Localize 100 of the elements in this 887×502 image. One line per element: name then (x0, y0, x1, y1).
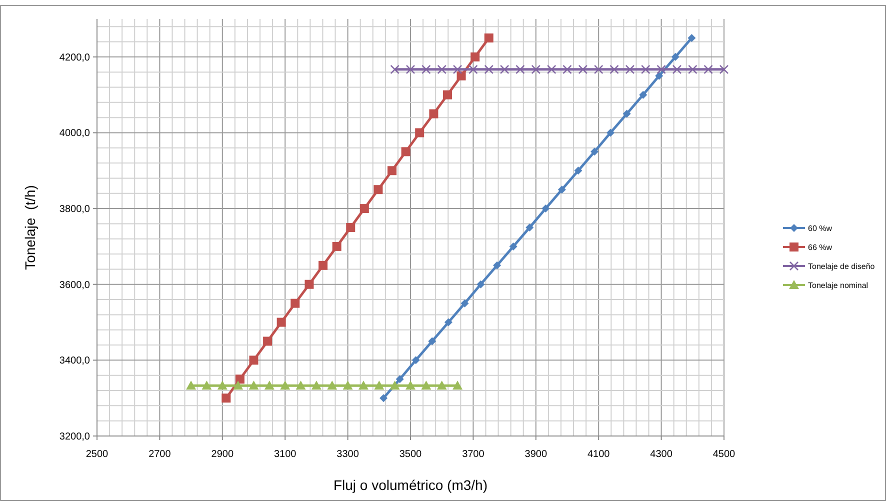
point (484, 64, 494, 74)
x-tick-label: 4500 (712, 449, 736, 460)
point (374, 185, 383, 194)
point (672, 64, 682, 74)
point (235, 374, 244, 384)
point (594, 64, 604, 74)
y-tick-label: 3200,0 (59, 432, 90, 442)
point (401, 147, 410, 156)
y-axis-title: Tonelaje (t/h) (22, 185, 38, 270)
point (444, 318, 452, 326)
point (421, 380, 432, 390)
point (248, 380, 259, 390)
point (606, 128, 615, 137)
point (688, 64, 698, 74)
point (476, 280, 485, 288)
point (233, 380, 244, 390)
point (318, 260, 328, 270)
point (186, 380, 196, 390)
point (500, 64, 510, 74)
point (406, 380, 416, 390)
x-tick-label: 2700 (148, 449, 172, 460)
x-tick-label: 3700 (462, 449, 485, 460)
point (546, 64, 556, 74)
x-tick-label: 3300 (336, 449, 360, 460)
point (388, 166, 397, 176)
legend-label: Tonelaje de diseño (808, 262, 876, 271)
x-tick-label: 3100 (274, 449, 297, 460)
x-tick-label: 4100 (587, 449, 610, 460)
point (304, 280, 314, 289)
point (276, 318, 286, 327)
point (374, 380, 384, 390)
point (437, 64, 446, 74)
point (509, 242, 518, 250)
x-tick-label: 3500 (399, 449, 422, 460)
point (346, 223, 356, 232)
point (412, 356, 420, 364)
point (688, 34, 696, 42)
point (456, 71, 466, 80)
point (655, 72, 664, 80)
point (574, 166, 582, 175)
x-axis-title: Fluj o volumétrico (m3/h) (333, 477, 488, 493)
point (390, 380, 400, 390)
point (217, 380, 228, 390)
point (468, 64, 478, 74)
point (342, 380, 353, 390)
point (280, 380, 290, 390)
y-tick-label: 4000,0 (59, 128, 90, 140)
y-tick-label: 4200,0 (59, 52, 90, 64)
point (452, 64, 462, 74)
point (640, 64, 650, 74)
point (332, 242, 342, 251)
point (531, 64, 541, 74)
point (590, 148, 599, 156)
point (327, 380, 338, 390)
point (610, 64, 619, 74)
point (290, 298, 300, 308)
point (704, 64, 713, 74)
point (639, 90, 648, 99)
legend-label: Tonelaje nominal (808, 281, 868, 290)
point (358, 380, 368, 390)
point (390, 64, 400, 74)
point (470, 52, 480, 62)
point (429, 109, 438, 118)
y-tick-label: 3400,0 (59, 356, 90, 367)
point (415, 128, 424, 138)
x-tick-label: 2900 (211, 449, 234, 460)
point (484, 33, 494, 42)
x-tick-label: 2500 (86, 449, 109, 460)
x-tick-label: 4300 (650, 449, 673, 460)
point (516, 64, 525, 74)
y-tick-label: 3800,0 (59, 204, 90, 216)
point (452, 380, 463, 390)
point (422, 64, 431, 74)
point (222, 394, 231, 403)
point (406, 64, 416, 74)
point (526, 224, 534, 232)
point (542, 204, 550, 213)
point (442, 90, 452, 100)
point (656, 64, 666, 74)
point (296, 380, 306, 390)
point (625, 64, 635, 74)
point (622, 110, 631, 118)
point (562, 64, 572, 74)
point (719, 64, 729, 74)
point (460, 299, 469, 308)
point (493, 261, 502, 270)
point (202, 380, 212, 390)
x-tick-label: 3900 (524, 449, 548, 460)
point (311, 380, 322, 390)
point (671, 52, 680, 61)
point (264, 380, 274, 390)
point (428, 337, 436, 346)
point (249, 356, 258, 365)
point (558, 186, 566, 194)
legend-label: 66 %w (808, 243, 832, 252)
point (578, 64, 588, 74)
point (436, 380, 447, 390)
point (263, 336, 272, 346)
point (360, 204, 369, 214)
y-tick-label: 3600,0 (59, 280, 90, 291)
